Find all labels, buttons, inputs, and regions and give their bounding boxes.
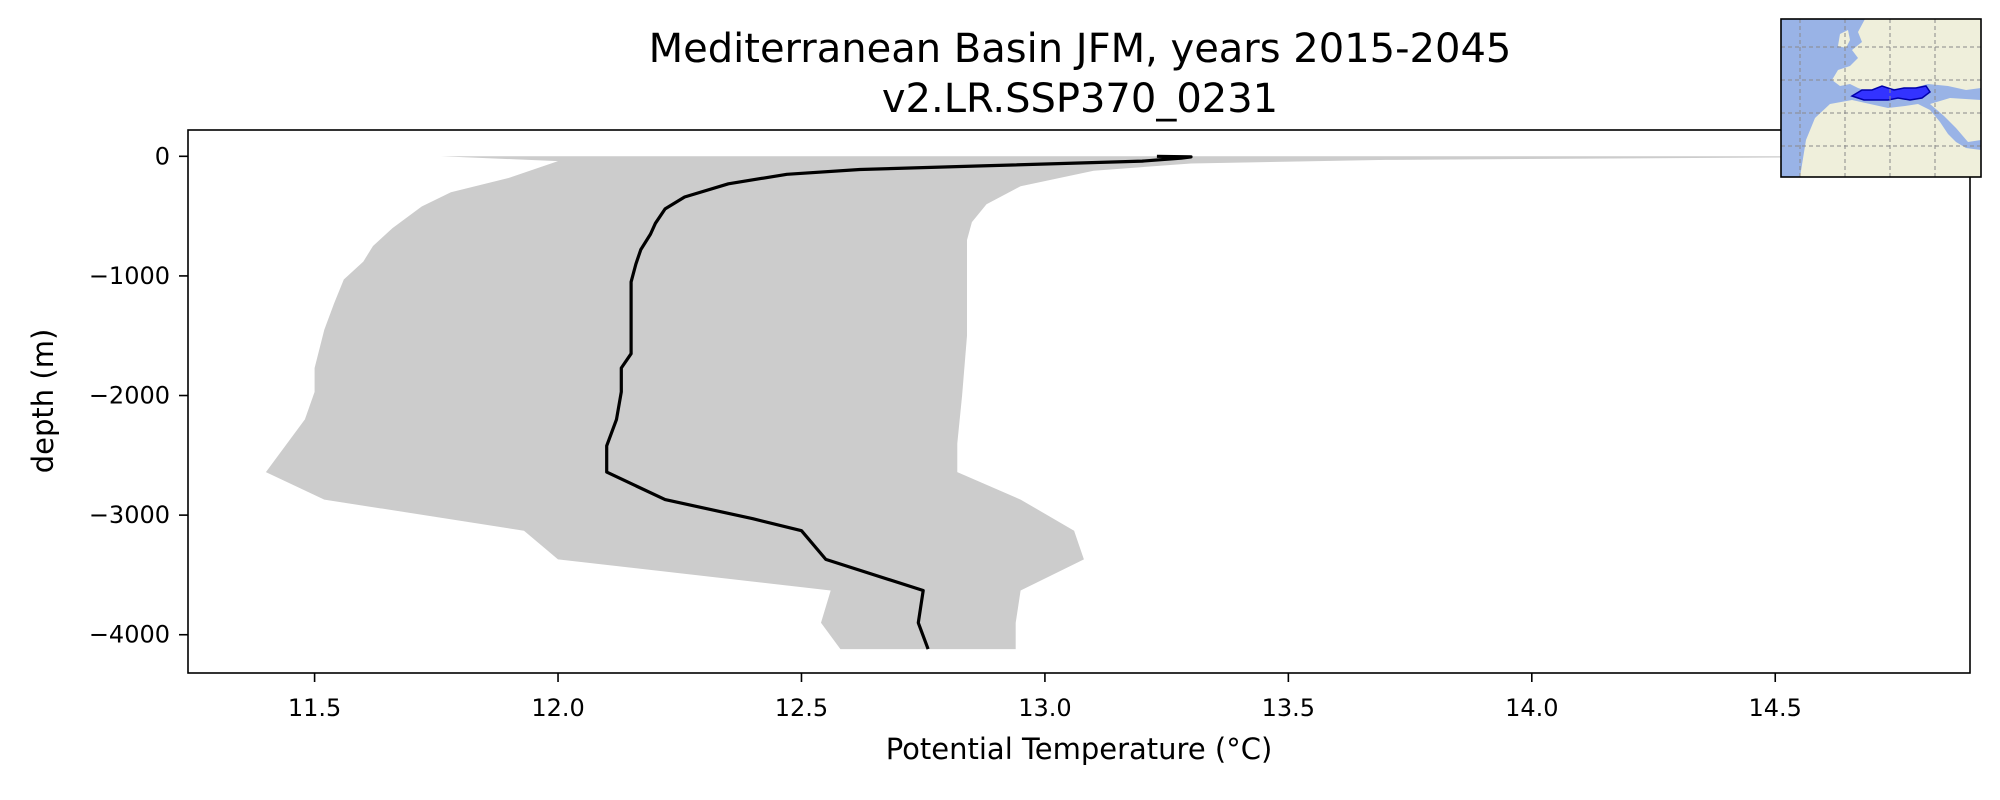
plot-area [265, 154, 1970, 650]
x-tick-label: 11.5 [288, 694, 341, 722]
map-mediterranean-region [1850, 85, 1932, 101]
map-land-europe [1832, 19, 1981, 92]
y-axis-ticks: 0 −1000 −2000 −3000 −4000 [89, 142, 188, 649]
inset-region-map [1780, 18, 1982, 178]
map-land-arabia [1930, 98, 1981, 142]
y-tick-label: −1000 [89, 262, 170, 290]
x-axis-ticks: 11.5 12.0 12.5 13.0 13.5 14.0 14.5 [288, 673, 1802, 722]
x-tick-label: 12.5 [775, 694, 828, 722]
map-gridlines [1781, 19, 1981, 177]
x-tick-label: 12.0 [531, 694, 584, 722]
y-tick-label: −4000 [89, 621, 170, 649]
chart-subtitle: v2.LR.SSP370_0231 [882, 76, 1278, 122]
map-frame [1780, 18, 1982, 178]
x-axis-label: Potential Temperature (°C) [886, 732, 1273, 766]
axes-frame [187, 129, 1971, 674]
y-tick-label: −2000 [89, 382, 170, 410]
x-tick-label: 14.5 [1749, 694, 1802, 722]
y-tick-label: 0 [155, 142, 170, 170]
x-tick-label: 13.5 [1262, 694, 1315, 722]
chart-title: Mediterranean Basin JFM, years 2015-2045 [649, 26, 1512, 72]
x-tick-label: 14.0 [1505, 694, 1558, 722]
mean-temperature-line [605, 154, 1193, 650]
y-axis-label: depth (m) [26, 329, 60, 474]
map-land-uk [1838, 30, 1850, 48]
x-tick-label: 13.0 [1018, 694, 1071, 722]
temperature-spread-band [265, 156, 1970, 650]
y-tick-label: −3000 [89, 501, 170, 529]
